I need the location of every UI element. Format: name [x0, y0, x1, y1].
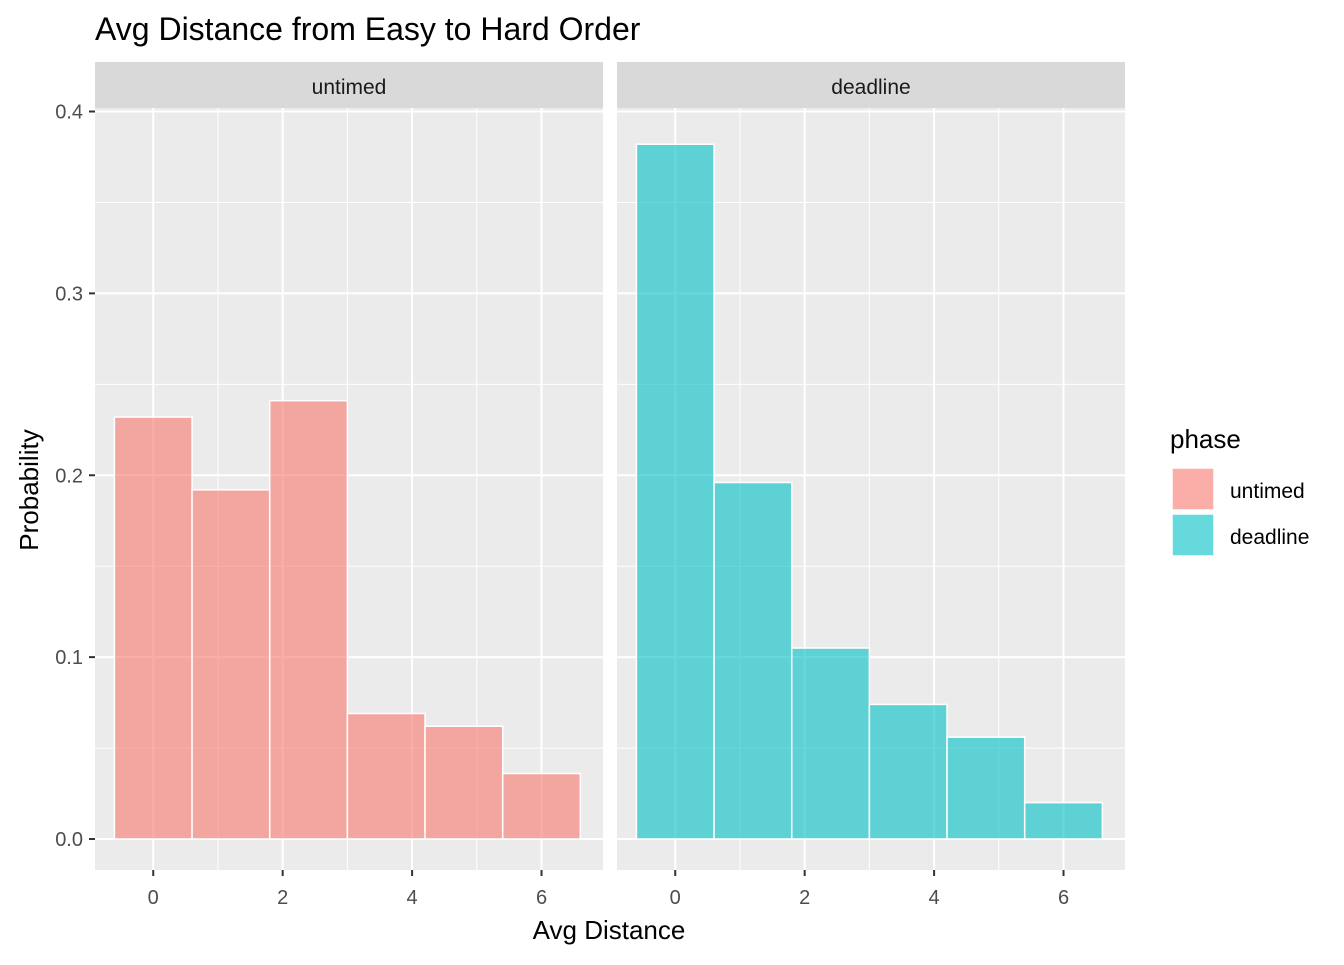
histogram-bar [868, 703, 948, 840]
facet-panel-deadline: deadline [617, 62, 1125, 870]
x-axis: 0 2 4 6 0 2 4 6 [148, 870, 1069, 909]
legend-label: deadline [1230, 526, 1309, 549]
histogram-bar [268, 399, 349, 840]
x-tick-label: 0 [148, 887, 159, 909]
histogram-bar [713, 481, 793, 840]
x-tick-label: 0 [670, 887, 681, 909]
y-tick-label: 0.2 [55, 465, 83, 487]
y-tick-label: 0.0 [55, 829, 83, 851]
x-tick-label: 2 [277, 887, 288, 909]
x-tick-label: 6 [536, 887, 547, 909]
histogram-bar [946, 736, 1026, 840]
legend-label: untimed [1230, 480, 1305, 503]
y-axis-title: Probability [14, 429, 44, 550]
facet-strip [617, 62, 1125, 108]
facet-strip-label: deadline [831, 76, 910, 99]
facet-panels: untimed deadline [95, 62, 1125, 870]
legend-title: phase [1170, 424, 1241, 454]
x-tick-label: 6 [1058, 887, 1069, 909]
histogram-bar [790, 647, 871, 840]
facet-strip-label: untimed [312, 76, 387, 99]
histogram-bar [635, 143, 715, 840]
histogram-bar [346, 712, 426, 840]
x-axis-title: Avg Distance [533, 915, 686, 945]
legend: phase untimed deadline [1170, 424, 1309, 557]
x-tick-label: 4 [929, 887, 940, 909]
facet-panel-untimed: untimed [95, 62, 603, 870]
x-tick-label: 2 [799, 887, 810, 909]
legend-key-deadline [1171, 513, 1215, 557]
legend-key-untimed [1171, 467, 1215, 511]
y-tick-label: 0.4 [55, 102, 83, 124]
x-tick-label: 4 [407, 887, 418, 909]
y-tick-label: 0.3 [55, 283, 83, 305]
histogram-bar [501, 772, 582, 840]
facet-strip [95, 62, 603, 108]
histogram-bar [113, 416, 193, 840]
y-tick-label: 0.1 [55, 647, 83, 669]
histogram-bar [191, 489, 271, 840]
histogram-bar [1023, 801, 1104, 840]
histogram-bar [424, 725, 504, 840]
y-axis: 0.0 0.1 0.2 0.3 0.4 [55, 102, 95, 851]
chart-title: Avg Distance from Easy to Hard Order [95, 11, 641, 47]
